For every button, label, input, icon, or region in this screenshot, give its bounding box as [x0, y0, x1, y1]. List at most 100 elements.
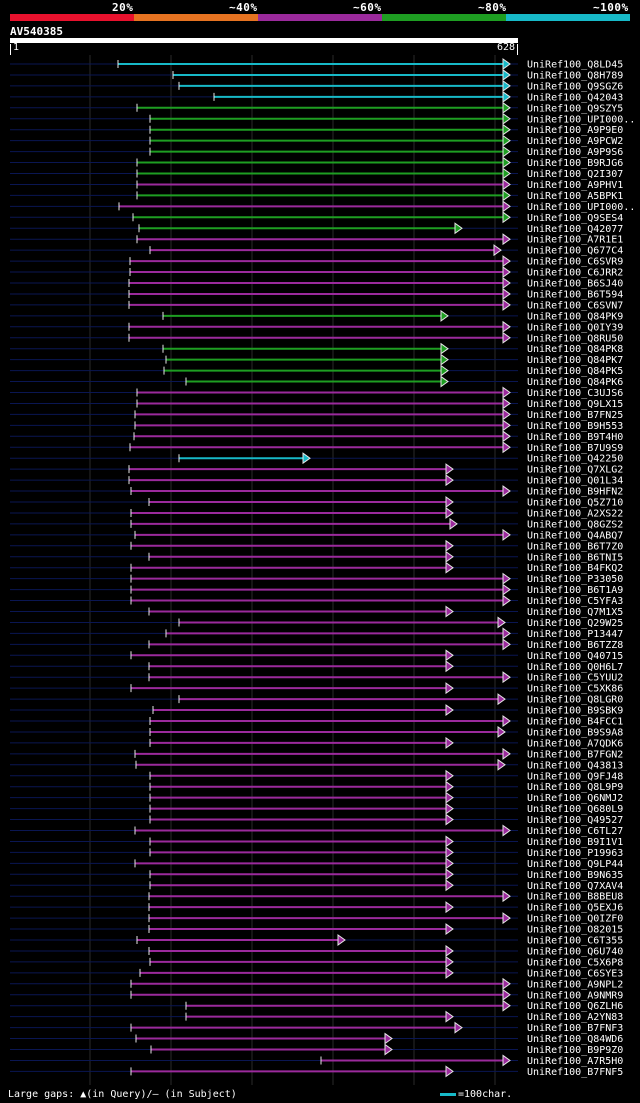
hit-arrowhead: [445, 868, 454, 881]
scale-segment-purple: [258, 14, 382, 21]
hit-arrowhead: [502, 200, 511, 213]
hit-arrowhead: [502, 145, 511, 158]
hit-arrowhead: [445, 802, 454, 815]
hit-label: UniRef100_Q6ZLH6: [527, 1001, 623, 1012]
hit-arrowhead: [502, 287, 511, 300]
hit-arrowhead: [502, 298, 511, 311]
hit-arrowhead: [502, 266, 511, 279]
hit-label: UniRef100_B6T7Z0: [527, 541, 623, 552]
hit-arrowhead: [445, 780, 454, 793]
scale-label-40: ~40%: [229, 1, 258, 14]
hit-arrowhead: [445, 649, 454, 662]
hit-label: UniRef100_Q42250: [527, 454, 623, 465]
hit-arrowhead: [445, 1065, 454, 1078]
hit-label: UniRef100_Q8GZS2: [527, 519, 623, 530]
hit-arrowhead: [502, 408, 511, 421]
hit-arrowhead: [502, 112, 511, 125]
hit-arrowhead: [502, 528, 511, 541]
hit-label: UniRef100_Q29W25: [527, 618, 623, 629]
hit-arrowhead: [502, 430, 511, 443]
hit-label: UniRef100_UPI000..: [527, 202, 635, 213]
query-bar: [10, 38, 518, 43]
hit-arrowhead: [502, 233, 511, 246]
hit-label: UniRef100_C5YUU2: [527, 673, 623, 684]
legend-swatch: [440, 1092, 456, 1096]
hit-arrowhead: [502, 988, 511, 1001]
hit-label: UniRef100_C6T355: [527, 936, 623, 947]
hit-arrowhead: [454, 1021, 463, 1034]
hit-arrowhead: [440, 309, 449, 322]
hit-label: UniRef100_Q7M1X5: [527, 607, 623, 618]
hit-label: UniRef100_A9NMR9: [527, 990, 623, 1001]
hit-label: UniRef100_Q8L9P9: [527, 782, 623, 793]
hit-arrowhead: [502, 627, 511, 640]
hit-arrowhead: [502, 1054, 511, 1067]
hit-label: UniRef100_B6T594: [527, 289, 623, 300]
hit-label: UniRef100_Q0IY39: [527, 322, 623, 333]
hit-label: UniRef100_A5BPK1: [527, 191, 623, 202]
hit-arrowhead: [502, 824, 511, 837]
hit-arrowhead: [440, 364, 449, 377]
hit-label: UniRef100_P13447: [527, 629, 623, 640]
hit-arrowhead: [502, 715, 511, 727]
scale-label-60: ~60%: [353, 1, 382, 14]
hit-label: UniRef100_B9P9Z0: [527, 1045, 623, 1056]
hit-arrowhead: [497, 725, 506, 738]
hit-arrowhead: [497, 758, 506, 771]
hit-label: UniRef100_Q8RU50: [527, 333, 623, 344]
hit-arrowhead: [445, 1010, 454, 1023]
hit-arrowhead: [497, 693, 506, 706]
query-start: 1: [13, 42, 20, 53]
hit-label: UniRef100_Q84PK8: [527, 344, 623, 355]
scale-segment-green: [382, 14, 506, 21]
hit-arrowhead: [502, 386, 511, 399]
hit-label: UniRef100_Q84PK9: [527, 311, 623, 322]
hit-arrowhead: [445, 901, 454, 914]
hit-arrowhead: [445, 857, 454, 870]
hit-arrowhead: [502, 156, 511, 169]
hit-label: UniRef100_Q5EXJ6: [527, 903, 623, 914]
hit-label: UniRef100_Q01L34: [527, 476, 623, 487]
hit-arrowhead: [445, 506, 454, 519]
hit-label: UniRef100_Q6NMJ2: [527, 793, 623, 804]
hit-label: UniRef100_C6JRR2: [527, 268, 623, 279]
scale-segment-orange: [134, 14, 258, 21]
hit-label: UniRef100_A9NPL2: [527, 979, 623, 990]
hit-arrowhead: [502, 255, 511, 268]
hit-arrowhead: [502, 134, 511, 147]
hit-label: UniRef100_A7QDK6: [527, 738, 623, 749]
hit-label: UniRef100_A9PCW2: [527, 136, 623, 147]
hit-arrowhead: [337, 934, 346, 946]
hit-label: UniRef100_Q42077: [527, 224, 623, 235]
hit-label: UniRef100_Q43813: [527, 760, 623, 771]
hit-arrowhead: [445, 736, 454, 749]
hit-arrowhead: [502, 594, 511, 607]
hit-label: UniRef100_O82015: [527, 925, 623, 936]
scale-label-80: ~80%: [478, 1, 507, 14]
hit-label: UniRef100_Q9FJ48: [527, 771, 623, 782]
hit-arrowhead: [502, 572, 511, 585]
hit-label: UniRef100_B9SBK9: [527, 706, 623, 717]
hit-arrowhead: [445, 463, 454, 476]
hit-label: UniRef100_A9P9E0: [527, 125, 623, 136]
hit-label: UniRef100_B8BEU8: [527, 892, 623, 903]
scale-segment-cyan: [506, 14, 630, 21]
hit-arrowhead: [502, 101, 511, 114]
hit-label: UniRef100_P19963: [527, 848, 623, 859]
hit-label: UniRef100_Q84PK7: [527, 355, 623, 366]
hit-label: UniRef100_Q40715: [527, 651, 623, 662]
hit-label: UniRef100_A9P9S6: [527, 147, 623, 158]
hit-arrowhead: [445, 660, 454, 673]
hit-arrowhead: [449, 517, 458, 530]
hit-arrowhead: [445, 955, 454, 968]
hit-label: UniRef100_Q8H789: [527, 70, 623, 81]
hit-label: UniRef100_UPI000..: [527, 114, 635, 125]
hit-arrowhead: [445, 835, 454, 848]
hit-label: UniRef100_A7R5H0: [527, 1056, 623, 1067]
hit-label: UniRef100_C5X6P8: [527, 957, 623, 968]
hit-label: UniRef100_B7U9S9: [527, 443, 623, 454]
hit-arrowhead: [502, 583, 511, 596]
query-name: AV540385: [10, 25, 63, 38]
hit-label: UniRef100_P33050: [527, 574, 623, 585]
hit-label: UniRef100_Q9SES4: [527, 213, 623, 224]
